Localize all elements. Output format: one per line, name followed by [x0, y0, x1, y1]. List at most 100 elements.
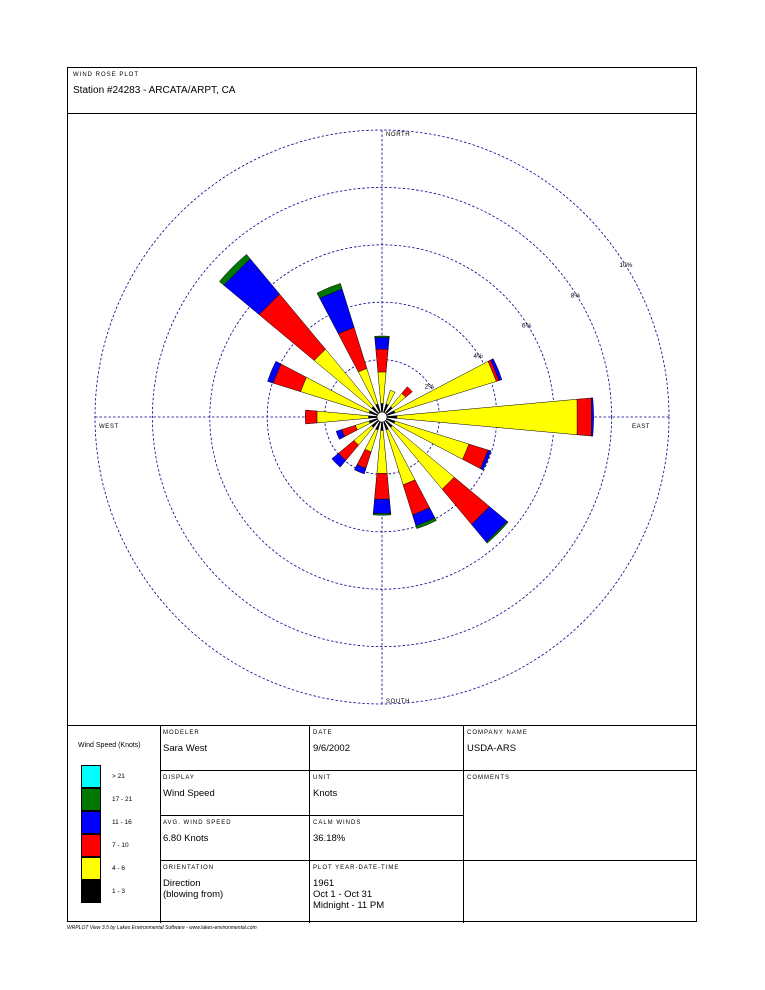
calm-winds-cell: CALM WINDS 36.18%: [310, 816, 463, 860]
petal-WNW-3: [267, 360, 282, 384]
comments-cell: COMMENTS: [464, 771, 696, 860]
legend-swatches: > 21 17 - 21 11 - 16 7 - 10 4 - 6 1 - 3: [81, 765, 132, 903]
petal-WSW-3: [335, 429, 345, 440]
petal-ENE-1: [393, 360, 497, 414]
date-caption: DATE: [313, 730, 333, 736]
modeler-value: Sara West: [163, 743, 208, 754]
plot-time-value: 1961 Oct 1 - Oct 31 Midnight - 11 PM: [313, 878, 384, 911]
comments-caption: COMMENTS: [467, 775, 510, 781]
plot-frame: WIND ROSE PLOT Station #24283 - ARCATA/A…: [67, 67, 697, 923]
petal-SSE-4: [415, 517, 437, 529]
east-label: EAST: [632, 424, 650, 430]
petal-ENE-3: [490, 358, 503, 381]
display-caption: DISPLAY: [163, 775, 195, 781]
legend-swatch: > 21: [81, 765, 125, 788]
wind-rose-chart: 2% 4% 6% 8% 10% NORTH SOUTH EAST WEST: [94, 129, 670, 705]
header-caption: WIND ROSE PLOT: [73, 72, 140, 78]
legend-label: 4 - 6: [112, 865, 126, 872]
legend-label: 1 - 3: [112, 888, 126, 895]
petal-N-3: [374, 337, 390, 350]
petal-SE-4: [485, 520, 509, 544]
petal-NNE-1: [385, 389, 396, 406]
petal-E-1: [396, 398, 579, 436]
petal-W-1: [316, 410, 369, 424]
legend-swatch: 4 - 6: [81, 857, 125, 880]
petal-W-2: [305, 409, 318, 425]
display-value: Wind Speed: [163, 788, 215, 799]
date-cell: DATE 9/6/2002: [310, 726, 463, 770]
petal-S-1: [376, 430, 388, 474]
petal-SSW-3: [353, 464, 367, 475]
petal-W-0: [368, 415, 378, 419]
petal-SW-3: [331, 452, 347, 468]
petal-N-1: [377, 371, 387, 404]
petal-S-3: [372, 498, 392, 515]
modeler-caption: MODELER: [163, 730, 200, 736]
plot-time-caption: PLOT YEAR-DATE-TIME: [313, 865, 400, 871]
ring-label: 6%: [522, 323, 532, 330]
orientation-caption: ORIENTATION: [163, 865, 215, 871]
petal-N-2: [375, 348, 389, 373]
info-panel: Wind Speed (Knots) > 21 17 - 21 11 - 16 7 -…: [68, 725, 696, 923]
orientation-cell: ORIENTATION Direction (blowing from): [160, 861, 309, 923]
grid-divider: [160, 770, 696, 771]
ring-label: 2%: [425, 384, 435, 391]
plot-time-cell: PLOT YEAR-DATE-TIME 1961 Oct 1 - Oct 31 …: [310, 861, 463, 923]
petal-S-0: [380, 421, 384, 431]
ring-label: 4%: [473, 353, 483, 360]
grid-divider: [309, 726, 310, 923]
legend-label: > 21: [112, 773, 125, 780]
unit-cell: UNIT Knots: [310, 771, 463, 815]
calm-winds-value: 36.18%: [313, 833, 346, 844]
legend-title: Wind Speed (Knots): [78, 742, 141, 749]
grid-divider: [160, 815, 464, 816]
company-cell: COMPANY NAME USDA-ARS: [464, 726, 696, 770]
display-cell: DISPLAY Wind Speed: [160, 771, 309, 815]
unit-value: Knots: [313, 788, 338, 799]
plot-dates: Oct 1 - Oct 31: [313, 889, 373, 900]
plot-header: WIND ROSE PLOT Station #24283 - ARCATA/A…: [68, 68, 696, 114]
station-title: Station #24283 - ARCATA/ARPT, CA: [73, 85, 236, 96]
legend-swatch: 7 - 10: [81, 834, 129, 857]
ring-label: 10%: [619, 262, 632, 269]
orientation-line-1: Direction: [163, 878, 201, 889]
plot-year: 1961: [313, 878, 335, 889]
petal-E-0: [386, 415, 398, 419]
grid-divider: [160, 860, 696, 861]
grid-divider: [463, 726, 464, 923]
avg-speed-cell: AVG. WIND SPEED 6.80 Knots: [160, 816, 309, 860]
petal-E-2: [576, 397, 593, 437]
speed-legend: Wind Speed (Knots) > 21 17 - 21 11 - 16 7 -…: [68, 726, 161, 923]
petal-NNW-2: [337, 326, 368, 373]
legend-label: 17 - 21: [112, 796, 133, 803]
orientation-line-2: (blowing from): [163, 889, 224, 900]
petal-N-4: [374, 335, 390, 338]
legend-label: 7 - 10: [112, 842, 129, 849]
petal-S-2: [374, 473, 390, 500]
petal-S-4: [372, 513, 392, 516]
legend-swatch: 1 - 3: [81, 880, 125, 903]
ring-8-percent: [151, 186, 613, 648]
avg-speed-value: 6.80 Knots: [163, 833, 209, 844]
petal-N-0: [380, 403, 384, 413]
west-label: WEST: [99, 424, 119, 430]
petal-NNW-4: [316, 283, 343, 299]
petal-NW-4: [219, 254, 251, 286]
calm-winds-caption: CALM WINDS: [313, 820, 362, 826]
company-caption: COMPANY NAME: [467, 730, 528, 736]
company-value: USDA-ARS: [467, 743, 517, 754]
legend-swatch: 11 - 16: [81, 811, 132, 834]
legend-label: 11 - 16: [112, 819, 132, 826]
ring-label: 8%: [571, 292, 581, 299]
north-label: NORTH: [386, 132, 410, 138]
petal-NE-2: [401, 386, 413, 398]
plot-time: Midnight - 11 PM: [313, 900, 385, 911]
avg-speed-caption: AVG. WIND SPEED: [163, 820, 232, 826]
orientation-value: Direction (blowing from): [163, 878, 223, 900]
modeler-cell: MODELER Sara West: [160, 726, 309, 770]
calm-center: [376, 411, 388, 423]
date-value: 9/6/2002: [313, 743, 350, 754]
legend-swatch: 17 - 21: [81, 788, 132, 811]
petal-E-3: [591, 397, 594, 437]
petal-ESE-3: [480, 449, 492, 471]
